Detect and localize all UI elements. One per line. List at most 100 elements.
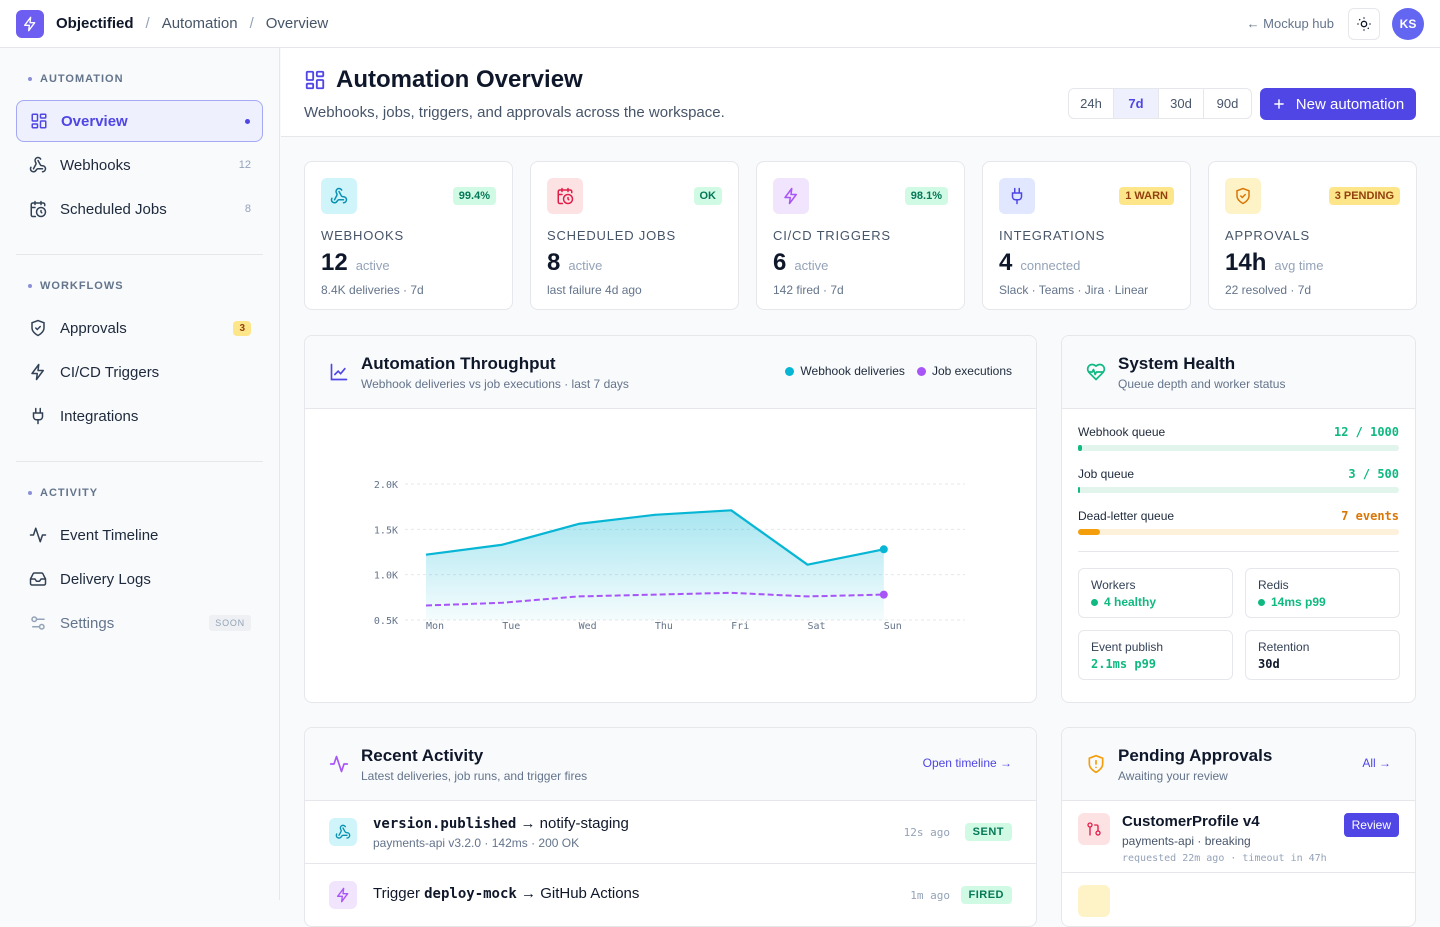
top-bar: Objectified / Automation / Overview ← Mo… bbox=[0, 0, 1440, 48]
y-tick-label: 0.5K bbox=[374, 616, 398, 627]
theme-toggle-button[interactable] bbox=[1348, 7, 1380, 40]
kpi-card-integrations[interactable]: 1 WARN INTEGRATIONS 4 connected Slack · T… bbox=[982, 161, 1191, 310]
kpi-value: 6 bbox=[773, 249, 787, 276]
activity-title: version.published → notify-staging bbox=[373, 814, 629, 832]
y-tick-label: 1.0K bbox=[374, 571, 398, 582]
grid-icon bbox=[305, 70, 325, 90]
kpi-unit: active bbox=[794, 258, 829, 273]
soon-badge: SOON bbox=[209, 615, 251, 631]
sidebar-item-overview[interactable]: Overview bbox=[16, 100, 263, 142]
kpi-label: WEBHOOKS bbox=[321, 228, 404, 243]
plus-icon bbox=[1273, 99, 1284, 109]
kpi-footnote: last failure 4d ago bbox=[547, 283, 642, 297]
activity-time: 12s ago bbox=[903, 825, 950, 839]
sidebar-item-approvals[interactable]: Approvals 3 bbox=[16, 307, 263, 349]
divider bbox=[1078, 551, 1399, 552]
kpi-card-cicd-triggers[interactable]: 98.1% CI/CD TRIGGERS 6 active 142 fired ·… bbox=[756, 161, 965, 310]
sidebar-item-label: Webhooks bbox=[60, 156, 131, 174]
range-24h[interactable]: 24h bbox=[1069, 89, 1114, 118]
sidebar-item-integrations[interactable]: Integrations bbox=[16, 395, 263, 437]
sliders-icon bbox=[28, 613, 48, 633]
panel-title: Pending Approvals bbox=[1118, 745, 1273, 765]
range-90d[interactable]: 90d bbox=[1216, 96, 1239, 111]
breadcrumb-automation[interactable]: Automation bbox=[161, 15, 238, 32]
main-content: Automation Overview Webhooks, jobs, trig… bbox=[281, 48, 1440, 927]
sidebar-item-cicd-triggers[interactable]: CI/CD Triggers bbox=[16, 351, 263, 393]
grid-icon bbox=[29, 111, 49, 131]
sidebar-item-label: Overview bbox=[61, 112, 128, 130]
sidebar-item-webhooks[interactable]: Webhooks 12 bbox=[16, 144, 263, 186]
sidebar-item-delivery-logs[interactable]: Delivery Logs bbox=[16, 558, 263, 600]
kpi-value: 8 bbox=[547, 249, 561, 276]
pending-approvals-panel: Pending Approvals Awaiting your review A… bbox=[1061, 727, 1416, 927]
sidebar-item-settings: Settings SOON bbox=[16, 602, 263, 644]
open-timeline-link[interactable]: Open timeline → bbox=[922, 756, 1012, 770]
activity-title: Trigger deploy-mock → GitHub Actions bbox=[373, 884, 640, 902]
kpi-unit: avg time bbox=[1274, 258, 1324, 273]
approval-row[interactable] bbox=[1062, 873, 1415, 926]
page-header: Automation Overview Webhooks, jobs, trig… bbox=[281, 48, 1440, 137]
legend-item-job-executions[interactable]: Job executions bbox=[916, 364, 1012, 378]
shield-alert-icon bbox=[1086, 754, 1106, 774]
activity-row[interactable]: version.published → notify-staging payme… bbox=[305, 801, 1036, 864]
git-pull-request-icon bbox=[1078, 813, 1110, 845]
x-tick-label: Thu bbox=[655, 621, 673, 632]
panel-title: Automation Throughput bbox=[361, 353, 556, 373]
sidebar-item-event-timeline[interactable]: Event Timeline bbox=[16, 514, 263, 556]
kpi-card-scheduled-jobs[interactable]: OK SCHEDULED JOBS 8 active last failure 4… bbox=[530, 161, 739, 310]
kpi-card-webhooks[interactable]: 99.4% WEBHOOKS 12 active 8.4K deliveries … bbox=[304, 161, 513, 310]
kpi-unit: active bbox=[568, 258, 603, 273]
kpi-card-approvals[interactable]: 3 PENDING APPROVALS 14h avg time 22 resol… bbox=[1208, 161, 1417, 310]
queue-label: Job queue bbox=[1078, 467, 1135, 481]
legend-item-webhook-deliveries[interactable]: Webhook deliveries bbox=[785, 364, 905, 378]
recent-activity-panel: Recent Activity Latest deliveries, job r… bbox=[304, 727, 1037, 927]
review-button[interactable]: Review bbox=[1343, 813, 1399, 837]
queue-row: Job queue 3 / 500 bbox=[1062, 467, 1415, 493]
kpi-label: SCHEDULED JOBS bbox=[547, 228, 676, 243]
breadcrumb-brand[interactable]: Objectified bbox=[56, 15, 134, 32]
lightning-icon bbox=[28, 362, 48, 382]
activity-pulse-icon bbox=[28, 525, 48, 545]
kpi-footnote: 8.4K deliveries · 7d bbox=[321, 283, 424, 297]
y-tick-label: 2.0K bbox=[374, 480, 398, 491]
shield-check-icon bbox=[1225, 178, 1261, 214]
sidebar-item-label: Delivery Logs bbox=[60, 570, 151, 588]
health-cell-retention: Retention 30d bbox=[1245, 630, 1400, 680]
page-title: Automation Overview bbox=[336, 66, 583, 93]
health-cell-workers: Workers 4 healthy bbox=[1078, 568, 1233, 618]
kpi-value: 12 bbox=[321, 249, 348, 276]
new-automation-button[interactable]: New automation bbox=[1260, 88, 1416, 120]
series-line-webhook-deliveries bbox=[425, 509, 885, 566]
approval-row[interactable]: CustomerProfile v4 payments-api · breaki… bbox=[1062, 801, 1415, 873]
range-7d[interactable]: 7d bbox=[1114, 89, 1159, 118]
mockup-hub-link[interactable]: ← Mockup hub bbox=[1246, 16, 1334, 31]
queue-progress-bar bbox=[1078, 445, 1399, 451]
sidebar-item-label: Event Timeline bbox=[60, 526, 159, 544]
section-title-activity: ACTIVITY bbox=[16, 486, 263, 500]
user-avatar[interactable]: KS bbox=[1392, 7, 1424, 40]
section-title-workflows: WORKFLOWS bbox=[16, 279, 263, 293]
approval-icon bbox=[1078, 885, 1110, 917]
webhook-icon bbox=[28, 155, 48, 175]
activity-row[interactable]: Trigger deploy-mock → GitHub Actions 1m … bbox=[305, 864, 1036, 926]
kpi-label: APPROVALS bbox=[1225, 228, 1310, 243]
webhook-icon bbox=[321, 178, 357, 214]
queue-progress-fill bbox=[1078, 529, 1101, 535]
range-30d[interactable]: 30d bbox=[1159, 89, 1204, 118]
lightning-icon bbox=[329, 881, 357, 909]
kpi-unit: active bbox=[355, 258, 390, 273]
queue-value: 7 events bbox=[1341, 509, 1399, 523]
all-approvals-link[interactable]: All → bbox=[1362, 756, 1391, 770]
app-logo[interactable] bbox=[16, 9, 44, 38]
series-line-job-executions bbox=[425, 591, 884, 607]
kpi-footnote: Slack · Teams · Jira · Linear bbox=[999, 283, 1149, 297]
sidebar-divider bbox=[16, 254, 263, 255]
kpi-badge: OK bbox=[693, 187, 722, 205]
sidebar-item-scheduled-jobs[interactable]: Scheduled Jobs 8 bbox=[16, 188, 263, 230]
queue-value: 3 / 500 bbox=[1348, 467, 1399, 481]
shield-check-icon bbox=[28, 318, 48, 338]
sidebar-item-label: Settings bbox=[60, 614, 115, 632]
y-tick-label: 1.5K bbox=[374, 525, 398, 536]
queue-progress-bar bbox=[1078, 529, 1399, 535]
theme-toggle-icon bbox=[1357, 16, 1371, 31]
